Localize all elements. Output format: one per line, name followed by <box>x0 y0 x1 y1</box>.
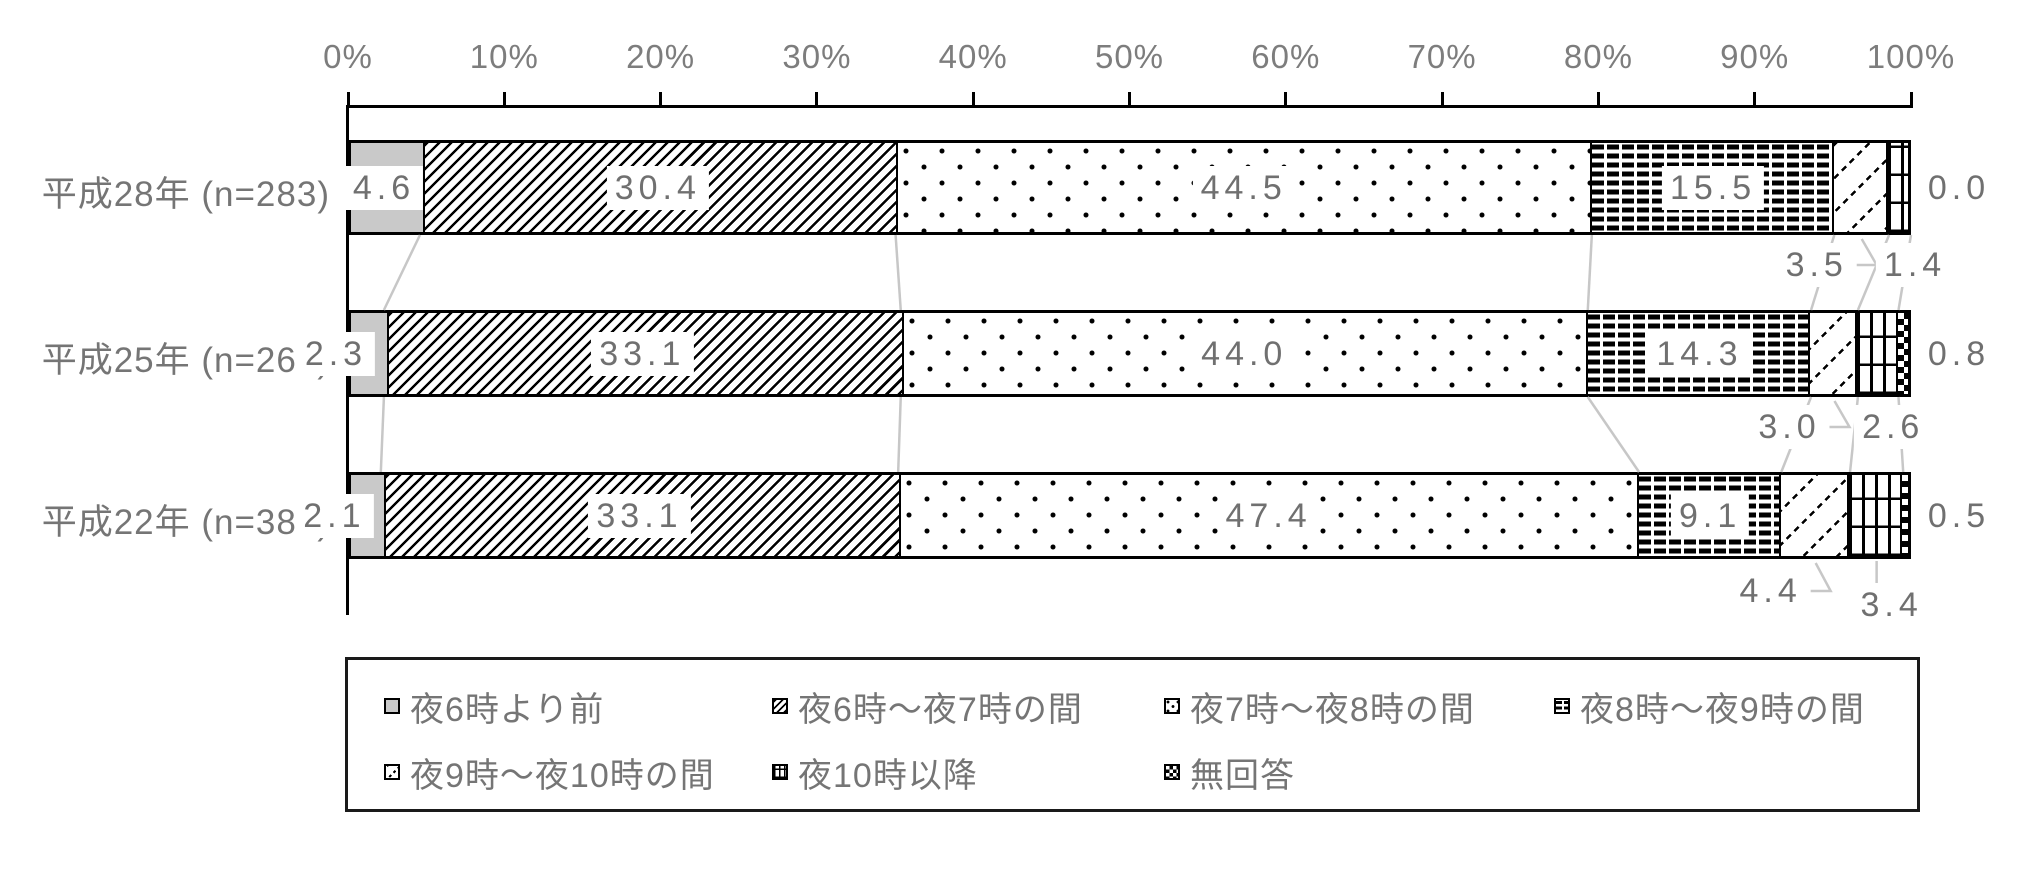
leader-line <box>1856 238 1879 267</box>
value-label: 2.3 <box>296 331 376 376</box>
value-label: 2.1 <box>295 493 374 538</box>
bar-segment <box>1778 475 1848 556</box>
bar-segment <box>1847 475 1901 556</box>
legend-item: 夜6時～夜7時の間 <box>772 682 1083 730</box>
legend-label: 夜10時以降 <box>798 756 978 795</box>
axis-tick <box>1440 92 1444 105</box>
legend-marker-diag-icon <box>772 698 788 714</box>
legend-label: 夜6時～夜7時の間 <box>798 690 1083 729</box>
axis-tick-label: 90% <box>1720 38 1790 75</box>
axis-tick <box>1753 92 1757 105</box>
value-label: 44.5 <box>1192 165 1295 210</box>
bar-segment <box>1808 313 1856 394</box>
legend: 夜6時より前 夜6時～夜7時の間 夜7時～夜8時の間 夜8時～夜9時の間夜9時～夜10… <box>345 657 1920 812</box>
series-line <box>894 234 902 311</box>
bar-segment <box>1586 313 1809 394</box>
axis-tick-label: 30% <box>782 38 852 75</box>
value-label: 30.4 <box>606 165 709 210</box>
legend-item: 夜10時以降 <box>772 748 978 796</box>
legend-item: 夜7時～夜8時の間 <box>1164 682 1475 730</box>
axis-tick <box>971 92 975 105</box>
bar-segment <box>1895 313 1908 394</box>
value-label: 14.3 <box>1648 331 1751 376</box>
axis-tick-label: 40% <box>938 38 1008 75</box>
legend-marker-gray-icon <box>384 698 400 714</box>
legend-marker-sdiag-icon <box>384 764 400 780</box>
value-label: 3.5 <box>1777 243 1856 287</box>
axis-tick-label: 10% <box>469 38 539 75</box>
value-label: 4.4 <box>1731 569 1810 613</box>
x-axis-line <box>346 105 1913 108</box>
value-label: 44.0 <box>1193 331 1296 376</box>
axis-tick <box>1128 92 1131 105</box>
value-label: 9.1 <box>1671 493 1750 538</box>
legend-marker-dots-icon <box>1164 698 1180 714</box>
leader-line <box>1829 400 1852 429</box>
category-label: 平成28年 (n=283) <box>41 174 330 214</box>
category-label: 平成22年 (n=384) <box>41 502 330 542</box>
legend-marker-black-icon <box>1164 764 1180 780</box>
axis-tick <box>1909 92 1913 105</box>
value-label: 47.4 <box>1217 493 1320 538</box>
value-label: 0.0 <box>1927 168 1991 207</box>
bar-segment <box>1855 313 1896 394</box>
value-label: 3.0 <box>1750 405 1829 449</box>
axis-tick <box>502 92 506 105</box>
axis-tick <box>659 92 663 105</box>
value-label: 0.8 <box>1927 334 1991 373</box>
axis-tick <box>1596 92 1600 105</box>
axis-tick-label: 50% <box>1094 38 1165 75</box>
value-label: 33.1 <box>588 493 691 538</box>
legend-label: 夜6時より前 <box>410 690 605 729</box>
bar-segment <box>1886 143 1908 232</box>
value-label: 33.1 <box>591 331 694 376</box>
axis-tick-label: 60% <box>1251 38 1321 75</box>
legend-label: 夜8時～夜9時の間 <box>1580 690 1865 729</box>
series-line <box>896 396 902 473</box>
axis-tick-label: 20% <box>626 38 696 75</box>
axis-tick <box>346 92 350 105</box>
value-label: 15.5 <box>1661 165 1765 210</box>
series-line <box>382 234 422 311</box>
bar-segment <box>1831 143 1887 232</box>
value-label: 2.6 <box>1854 405 1933 449</box>
axis-tick-label: 80% <box>1563 38 1633 75</box>
legend-item: 夜8時～夜9時の間 <box>1554 682 1865 730</box>
axis-tick-label: 70% <box>1407 38 1477 75</box>
legend-item: 夜6時より前 <box>384 682 604 730</box>
value-label: 1.4 <box>1875 243 1955 287</box>
legend-label: 無回答 <box>1190 756 1295 795</box>
leader-line <box>1810 562 1833 593</box>
legend-marker-vgrid-icon <box>772 764 788 780</box>
category-label: 平成25年 (n=266) <box>41 340 330 380</box>
value-label: 4.6 <box>344 165 424 210</box>
series-line <box>1586 396 1641 473</box>
value-label: 3.4 <box>1852 583 1931 627</box>
series-line <box>1586 234 1594 311</box>
bar-segment <box>1900 475 1908 556</box>
legend-label: 夜9時～夜10時の間 <box>410 756 715 795</box>
axis-tick-label: 0% <box>323 38 373 75</box>
legend-item: 無回答 <box>1164 748 1295 796</box>
legend-label: 夜7時～夜8時の間 <box>1190 690 1475 729</box>
axis-tick-label: 100% <box>1866 38 1956 75</box>
legend-marker-hdash-icon <box>1554 698 1570 714</box>
axis-tick <box>1284 92 1288 105</box>
axis-tick <box>815 92 819 105</box>
value-label: 0.5 <box>1927 496 1991 535</box>
legend-item: 夜9時～夜10時の間 <box>384 748 715 796</box>
series-line <box>379 396 386 473</box>
